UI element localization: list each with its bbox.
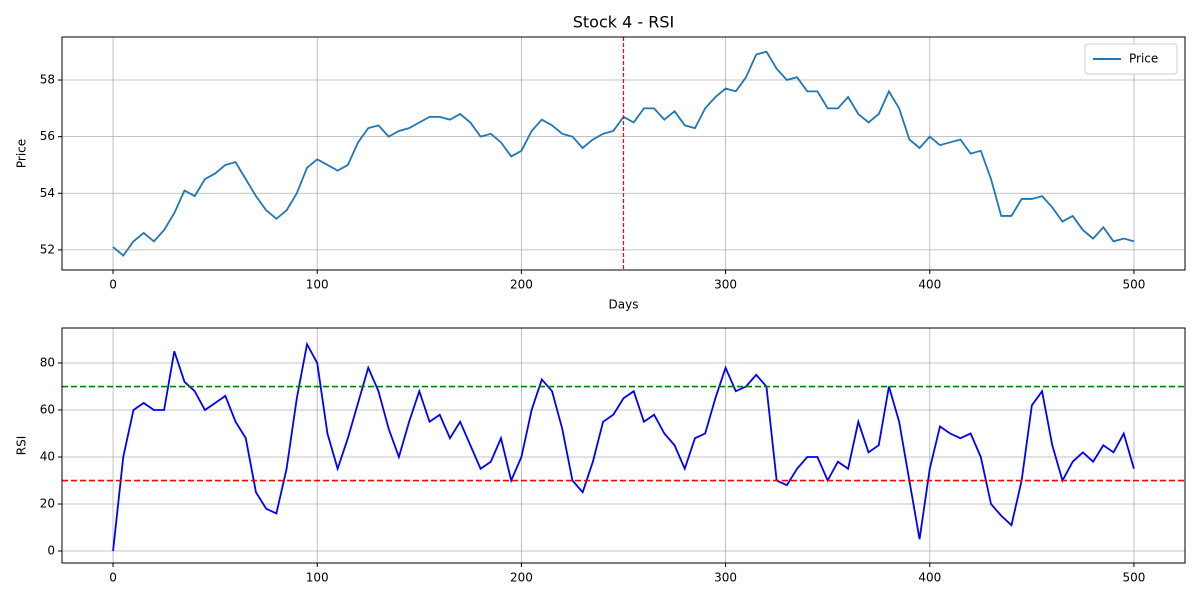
y-tick-label: 0 [47, 544, 55, 558]
x-axis-label: Days [609, 298, 639, 312]
x-tick-label: 400 [918, 278, 941, 292]
axes-frame [61, 36, 1186, 271]
chart-title: Stock 4 - RSI [573, 13, 674, 32]
axes-frame [61, 327, 1186, 564]
y-tick-label: 56 [40, 129, 55, 143]
x-tick-label: 0 [109, 571, 117, 585]
x-tick-label: 300 [714, 278, 737, 292]
y-tick-label: 58 [40, 73, 55, 87]
x-tick-label: 500 [1123, 278, 1146, 292]
data-line [112, 341, 1135, 552]
y-tick-label: 52 [40, 242, 55, 256]
y-axis-label: RSI [15, 436, 29, 456]
y-tick-label: 40 [40, 450, 55, 464]
legend-box [1084, 43, 1178, 75]
x-tick-label: 0 [109, 278, 117, 292]
y-tick-label: 60 [40, 403, 55, 417]
x-tick-label: 200 [510, 571, 533, 585]
x-tick-label: 200 [510, 278, 533, 292]
x-tick-label: 100 [306, 571, 329, 585]
y-axis-label: Price [15, 139, 29, 168]
x-tick-label: 300 [714, 571, 737, 585]
x-tick-label: 400 [918, 571, 941, 585]
y-tick-label: 54 [40, 186, 55, 200]
y-tick-label: 20 [40, 497, 55, 511]
legend-label: Price [1129, 52, 1158, 66]
x-tick-label: 100 [306, 278, 329, 292]
y-tick-label: 80 [40, 356, 55, 370]
x-tick-label: 500 [1123, 571, 1146, 585]
